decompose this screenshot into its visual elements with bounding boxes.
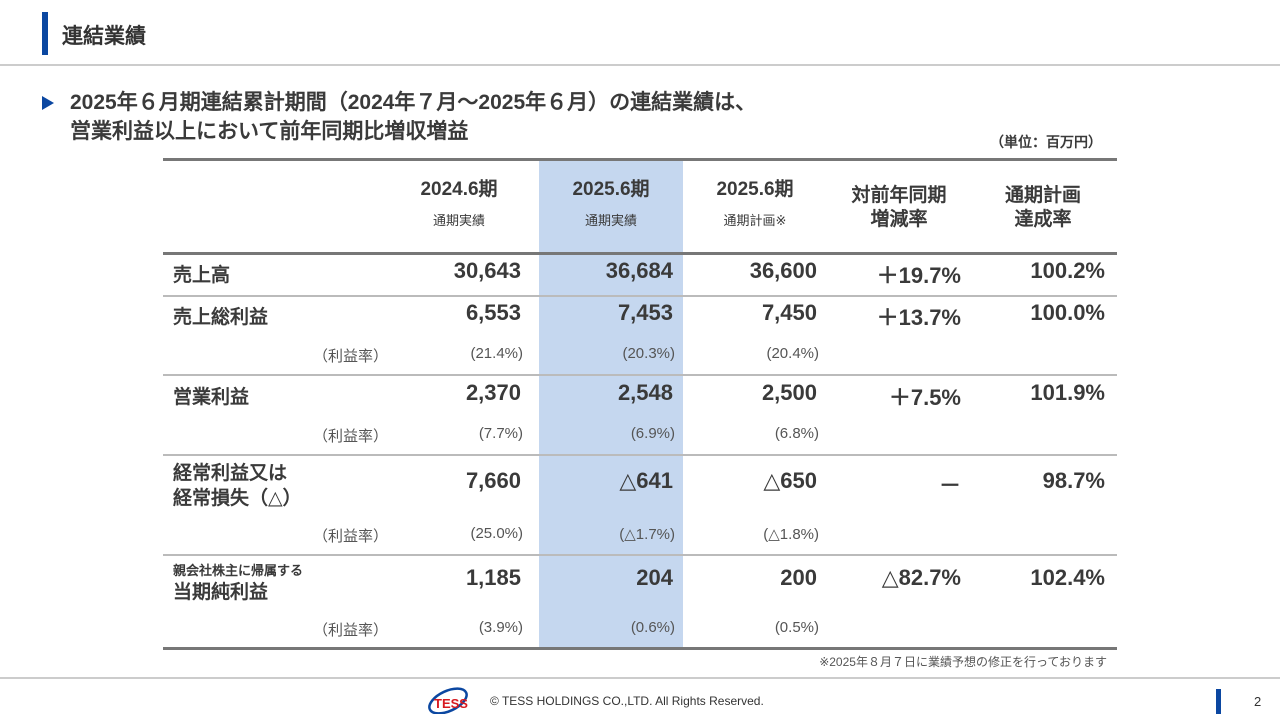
column-header-title: 2024.6期 <box>420 179 498 200</box>
row-value: 7,660 <box>465 468 521 493</box>
footnote: ※2025年８月７日に業績予想の修正を行っております <box>819 655 1107 669</box>
row-value: 7,453 <box>617 300 673 325</box>
ratio-label: （利益率） <box>313 348 389 365</box>
column-header-sub: 増減率 <box>870 209 928 230</box>
ratio-value: (△1.7%) <box>619 526 675 543</box>
copyright: © TESS HOLDINGS CO.,LTD. All Rights Rese… <box>490 694 764 708</box>
row-value: 100.0% <box>1030 300 1105 325</box>
table-bottom-rule <box>163 647 1117 650</box>
row-value: － <box>938 473 961 498</box>
column-header-title: 2025.6期 <box>716 179 794 200</box>
ratio-label: （利益率） <box>313 528 389 545</box>
row-label: 営業利益 <box>173 387 250 408</box>
unit-label: （単位：百万円） <box>990 134 1102 150</box>
row-label: 売上高 <box>173 265 231 286</box>
row-value: △82.7% <box>881 565 961 590</box>
row-label: 売上総利益 <box>173 307 269 328</box>
row-value: 30,643 <box>453 258 521 283</box>
row-value: 204 <box>636 565 673 590</box>
column-header-title: 2025.6期 <box>572 179 650 200</box>
footer-divider <box>0 677 1280 679</box>
column-header-sub: 通期実績 <box>432 213 485 228</box>
row-value: 2,500 <box>761 380 817 405</box>
row-value: 2,548 <box>617 380 673 405</box>
row-divider <box>163 554 1117 556</box>
row-divider <box>163 454 1117 456</box>
svg-text:TESS: TESS <box>434 696 468 711</box>
row-value: 36,600 <box>749 258 817 283</box>
lead-line-1: 2025年６月期連結累計期間（2024年７月～2025年６月）の連結業績は、 <box>70 91 757 114</box>
row-value: ＋7.5% <box>888 385 961 410</box>
row-label: 当期純利益 <box>173 582 269 603</box>
column-header-title: 対前年同期 <box>851 185 947 206</box>
row-divider <box>163 374 1117 376</box>
row-value: 102.4% <box>1030 565 1105 590</box>
ratio-value: (25.0%) <box>470 525 523 542</box>
page-title: 連結業績 <box>62 25 146 48</box>
column-header-title: 通期計画 <box>1004 185 1081 206</box>
row-value: 98.7% <box>1042 468 1105 493</box>
ratio-value: (0.5%) <box>774 619 819 636</box>
row-value: △650 <box>763 468 817 493</box>
row-label: 経常利益又は <box>173 463 288 484</box>
lead-line-2: 営業利益以上において前年同期比増収増益 <box>70 120 469 143</box>
row-label-line2: 経常損失（△） <box>173 488 302 509</box>
row-value: ＋19.7% <box>876 263 961 288</box>
row-value: △641 <box>619 468 673 493</box>
row-value: 100.2% <box>1030 258 1105 283</box>
row-value: 7,450 <box>761 300 817 325</box>
row-value: 36,684 <box>605 258 673 283</box>
ratio-value: (3.9%) <box>478 619 523 636</box>
column-header-sub: 通期計画※ <box>723 213 787 228</box>
ratio-value: (0.6%) <box>630 619 675 636</box>
page-number: 2 <box>1254 694 1262 709</box>
ratio-label: （利益率） <box>313 622 389 639</box>
ratio-label: （利益率） <box>313 428 389 445</box>
highlight-column <box>539 158 683 649</box>
row-value: 200 <box>780 565 817 590</box>
tess-logo: TESS <box>428 687 468 714</box>
results-table: 2024.6期通期実績 2025.6期通期実績 2025.6期通期計画※ 対前年同期増… <box>163 158 1117 650</box>
ratio-value: (6.8%) <box>774 425 819 442</box>
row-label-small: 親会社株主に帰属する <box>173 563 304 578</box>
row-value: 2,370 <box>465 380 521 405</box>
column-header-sub: 達成率 <box>1014 209 1072 230</box>
header-rule <box>163 252 1117 255</box>
ratio-value: (21.4%) <box>470 345 523 362</box>
row-value: 101.9% <box>1030 380 1105 405</box>
row-divider <box>163 295 1117 297</box>
ratio-value: (△1.8%) <box>763 526 819 543</box>
page-number-bar <box>1216 689 1221 714</box>
row-value: ＋13.7% <box>876 305 961 330</box>
ratio-value: (7.7%) <box>478 425 523 442</box>
header-divider <box>0 64 1280 66</box>
column-header-sub: 通期実績 <box>584 213 637 228</box>
header-accent-bar <box>42 12 48 55</box>
row-value: 1,185 <box>465 565 521 590</box>
row-value: 6,553 <box>465 300 521 325</box>
ratio-value: (6.9%) <box>630 425 675 442</box>
ratio-value: (20.4%) <box>766 345 819 362</box>
table-top-rule <box>163 158 1117 161</box>
ratio-value: (20.3%) <box>622 345 675 362</box>
bullet-triangle-icon <box>42 96 54 110</box>
lead-text: 2025年６月期連結累計期間（2024年７月～2025年６月）の連結業績は、 営… <box>70 88 756 146</box>
